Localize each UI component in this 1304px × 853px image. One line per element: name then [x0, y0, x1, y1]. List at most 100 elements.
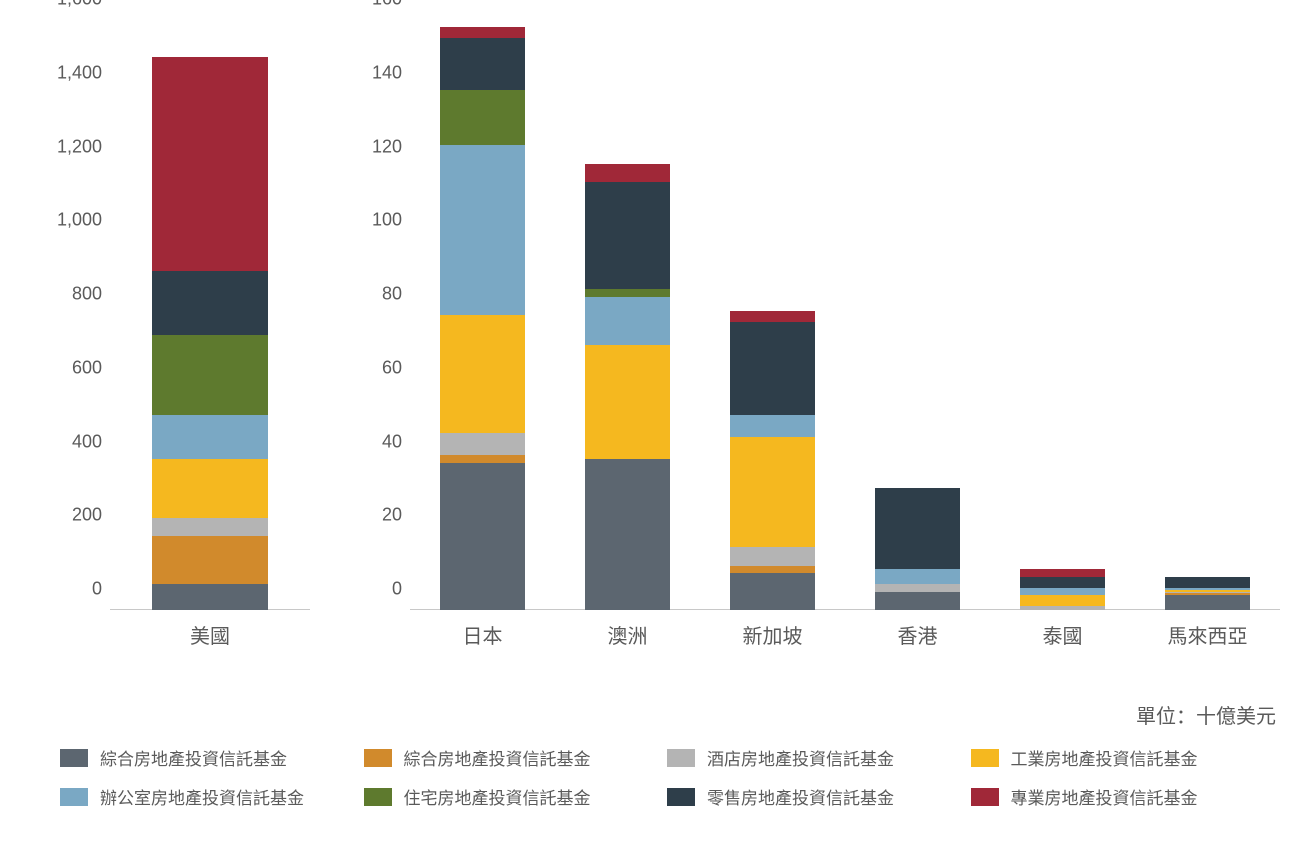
bar-segment-specialty	[440, 27, 524, 38]
bar-segment-office	[875, 569, 959, 584]
bar-segment-diversified1	[1165, 595, 1249, 610]
bar-segment-retail	[585, 182, 669, 289]
x-label: 泰國	[1043, 620, 1083, 649]
bar-segment-industrial	[1020, 595, 1104, 606]
legend-item: 專業房地產投資信託基金	[971, 784, 1265, 809]
legend-label: 綜合房地產投資信託基金	[404, 745, 591, 770]
x-label: 日本	[463, 620, 503, 649]
bar-segment-office	[440, 145, 524, 315]
y-tick: 800	[72, 284, 102, 305]
y-tick: 600	[72, 357, 102, 378]
bar-segment-retail	[152, 271, 268, 336]
bar-segment-office	[152, 415, 268, 459]
bar-segment-diversified1	[440, 463, 524, 611]
bar	[152, 57, 268, 610]
bar-segment-specialty	[152, 57, 268, 271]
plot-area-left	[110, 20, 310, 610]
x-labels-left: 美國	[110, 610, 310, 670]
bar	[440, 27, 524, 610]
bar	[585, 164, 669, 610]
legend-swatch	[364, 749, 392, 767]
legend-label: 綜合房地產投資信託基金	[100, 745, 287, 770]
bar-segment-hotel	[730, 547, 814, 565]
y-tick: 60	[382, 357, 402, 378]
bar-segment-hotel	[440, 433, 524, 455]
legend-swatch	[60, 749, 88, 767]
bar-segment-hotel	[875, 584, 959, 591]
y-tick: 100	[372, 210, 402, 231]
legend-swatch	[364, 788, 392, 806]
legend-label: 住宅房地產投資信託基金	[404, 784, 591, 809]
y-axis-right: 020406080100120140160	[340, 20, 410, 610]
legend-item: 住宅房地產投資信託基金	[364, 784, 658, 809]
subplot-us: 02004006008001,0001,2001,4001,600 美國	[40, 20, 310, 670]
legend-label: 工業房地產投資信託基金	[1011, 745, 1198, 770]
legend-item: 零售房地產投資信託基金	[667, 784, 961, 809]
bar-segment-specialty	[1020, 569, 1104, 576]
bar-segment-residential	[585, 289, 669, 296]
legend-label: 專業房地產投資信託基金	[1011, 784, 1198, 809]
x-labels-right: 日本 澳洲 新加坡 香港 泰國 馬來西亞	[410, 610, 1280, 670]
bar-segment-diversified1	[875, 592, 959, 610]
legend-swatch	[60, 788, 88, 806]
bar-segment-retail	[875, 488, 959, 569]
legend-item: 綜合房地產投資信託基金	[364, 745, 658, 770]
unit-label: 單位：十億美元	[1136, 700, 1276, 729]
legend-swatch	[971, 788, 999, 806]
bar-segment-office	[730, 415, 814, 437]
bar-segment-diversified2	[440, 455, 524, 462]
x-label: 澳洲	[608, 620, 648, 649]
bar-segment-industrial	[440, 315, 524, 433]
bar-segment-diversified2	[730, 566, 814, 573]
subplot-asia: 020406080100120140160 日本澳洲新加坡香港泰國馬來西亞	[340, 20, 1280, 670]
y-tick: 400	[72, 431, 102, 452]
y-tick: 1,000	[57, 210, 102, 231]
y-tick: 140	[372, 62, 402, 83]
y-tick: 1,400	[57, 62, 102, 83]
bar-segment-retail	[1020, 577, 1104, 588]
bar	[1020, 569, 1104, 610]
legend-swatch	[971, 749, 999, 767]
plot-area-right	[410, 20, 1280, 610]
bar	[730, 311, 814, 610]
bar	[1165, 577, 1249, 610]
legend: 綜合房地產投資信託基金 綜合房地產投資信託基金 酒店房地產投資信託基金 工業房地產投資…	[60, 745, 1264, 809]
x-label: 美國	[190, 620, 230, 649]
y-tick: 0	[392, 579, 402, 600]
bar	[875, 488, 959, 610]
y-tick: 120	[372, 136, 402, 157]
legend-label: 零售房地產投資信託基金	[707, 784, 894, 809]
x-label: 新加坡	[743, 620, 803, 649]
y-tick: 80	[382, 284, 402, 305]
bar-segment-industrial	[585, 345, 669, 459]
y-axis-left: 02004006008001,0001,2001,4001,600	[40, 20, 110, 610]
bar-segment-diversified2	[152, 536, 268, 584]
bar-segment-industrial	[152, 459, 268, 518]
x-label: 香港	[898, 620, 938, 649]
bar-segment-specialty	[730, 311, 814, 322]
bar-segment-diversified1	[152, 584, 268, 610]
y-tick: 200	[72, 505, 102, 526]
legend-item: 辦公室房地產投資信託基金	[60, 784, 354, 809]
legend-swatch	[667, 788, 695, 806]
bar-segment-office	[585, 297, 669, 345]
bar-segment-residential	[440, 90, 524, 145]
y-tick: 40	[382, 431, 402, 452]
y-tick: 1,600	[57, 0, 102, 10]
legend-label: 辦公室房地產投資信託基金	[100, 784, 304, 809]
legend-item: 酒店房地產投資信託基金	[667, 745, 961, 770]
y-tick: 20	[382, 505, 402, 526]
bar-segment-hotel	[152, 518, 268, 536]
x-label: 馬來西亞	[1168, 620, 1248, 649]
bar-segment-specialty	[585, 164, 669, 182]
y-tick: 0	[92, 579, 102, 600]
legend-swatch	[667, 749, 695, 767]
bar-segment-industrial	[730, 437, 814, 548]
legend-label: 酒店房地產投資信託基金	[707, 745, 894, 770]
chart-container: 02004006008001,0001,2001,4001,600 美國 020…	[40, 20, 1280, 670]
bar-segment-diversified1	[730, 573, 814, 610]
legend-item: 工業房地產投資信託基金	[971, 745, 1265, 770]
y-tick: 160	[372, 0, 402, 10]
bar-segment-residential	[152, 335, 268, 414]
y-tick: 1,200	[57, 136, 102, 157]
